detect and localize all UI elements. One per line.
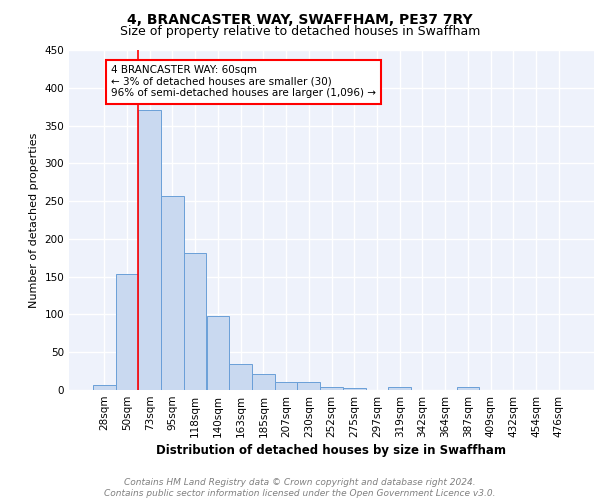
Y-axis label: Number of detached properties: Number of detached properties: [29, 132, 39, 308]
Bar: [275, 382, 298, 390]
Bar: [252, 374, 275, 390]
Bar: [184, 253, 206, 390]
Bar: [229, 364, 252, 390]
Bar: [320, 387, 343, 390]
Bar: [457, 387, 479, 390]
Text: Size of property relative to detached houses in Swaffham: Size of property relative to detached ho…: [120, 25, 480, 38]
Bar: [298, 382, 320, 390]
Bar: [343, 388, 365, 390]
Bar: [388, 387, 411, 390]
Bar: [161, 196, 184, 390]
Bar: [139, 110, 161, 390]
Bar: [93, 384, 116, 390]
Text: 4, BRANCASTER WAY, SWAFFHAM, PE37 7RY: 4, BRANCASTER WAY, SWAFFHAM, PE37 7RY: [127, 12, 473, 26]
Bar: [116, 274, 139, 390]
Text: Contains HM Land Registry data © Crown copyright and database right 2024.
Contai: Contains HM Land Registry data © Crown c…: [104, 478, 496, 498]
X-axis label: Distribution of detached houses by size in Swaffham: Distribution of detached houses by size …: [157, 444, 506, 457]
Text: 4 BRANCASTER WAY: 60sqm
← 3% of detached houses are smaller (30)
96% of semi-det: 4 BRANCASTER WAY: 60sqm ← 3% of detached…: [111, 65, 376, 98]
Bar: [206, 316, 229, 390]
